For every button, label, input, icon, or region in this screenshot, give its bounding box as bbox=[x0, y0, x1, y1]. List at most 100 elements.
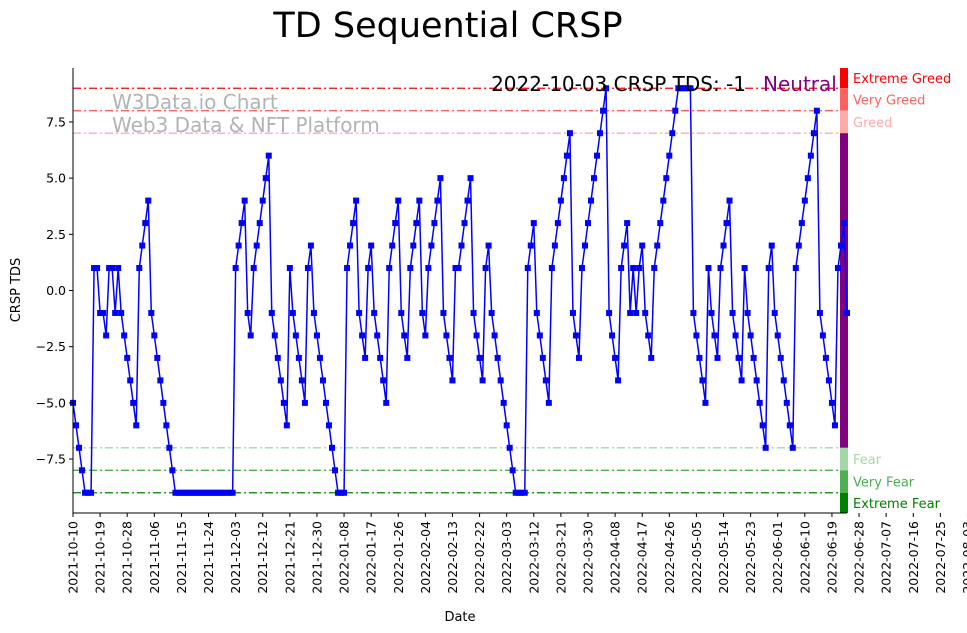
data-point bbox=[313, 332, 320, 339]
data-point bbox=[566, 130, 573, 137]
data-point bbox=[521, 489, 528, 496]
data-point bbox=[181, 489, 188, 496]
data-point bbox=[789, 444, 796, 451]
data-point bbox=[229, 489, 236, 496]
x-tick-label: 2022-05-23 bbox=[743, 521, 758, 594]
data-point bbox=[247, 332, 254, 339]
y-tick-label: 5.0 bbox=[46, 171, 66, 186]
data-point bbox=[591, 175, 598, 182]
data-point bbox=[157, 377, 164, 384]
data-point bbox=[235, 242, 242, 249]
data-point bbox=[202, 489, 209, 496]
data-point bbox=[259, 197, 266, 204]
data-point bbox=[91, 265, 98, 272]
data-point bbox=[325, 422, 332, 429]
data-point bbox=[530, 220, 537, 227]
data-point bbox=[753, 377, 760, 384]
data-point bbox=[606, 309, 613, 316]
data-point bbox=[783, 399, 790, 406]
zone-label-5: Very Fear bbox=[853, 476, 915, 491]
y-tick-label: −2.5 bbox=[36, 339, 66, 354]
x-tick-label: 2022-03-30 bbox=[581, 521, 596, 594]
data-point bbox=[130, 399, 137, 406]
data-point bbox=[187, 489, 194, 496]
data-point bbox=[410, 242, 417, 249]
data-point bbox=[615, 377, 622, 384]
data-point bbox=[479, 377, 486, 384]
data-point bbox=[732, 332, 739, 339]
data-point bbox=[446, 354, 453, 361]
data-point bbox=[651, 265, 658, 272]
data-point bbox=[804, 175, 811, 182]
data-point bbox=[223, 489, 230, 496]
zone-band-3 bbox=[840, 133, 848, 448]
data-point bbox=[518, 489, 525, 496]
data-point bbox=[798, 220, 805, 227]
data-point bbox=[597, 130, 604, 137]
data-point bbox=[560, 175, 567, 182]
x-tick-label: 2022-06-10 bbox=[797, 521, 812, 594]
data-point bbox=[133, 422, 140, 429]
x-tick-label: 2021-12-12 bbox=[255, 521, 270, 594]
data-point bbox=[196, 489, 203, 496]
x-tick-label: 2021-12-21 bbox=[282, 521, 297, 594]
data-point bbox=[76, 444, 83, 451]
data-point bbox=[563, 152, 570, 159]
data-point bbox=[714, 354, 721, 361]
data-point bbox=[554, 220, 561, 227]
data-point bbox=[777, 354, 784, 361]
data-point bbox=[304, 265, 311, 272]
data-point bbox=[741, 265, 748, 272]
data-point bbox=[813, 107, 820, 114]
data-point bbox=[624, 220, 631, 227]
data-point bbox=[476, 354, 483, 361]
data-point bbox=[542, 377, 549, 384]
zone-band-1 bbox=[840, 88, 848, 111]
series-crsp-tds bbox=[70, 85, 850, 496]
data-point bbox=[825, 377, 832, 384]
data-point bbox=[768, 242, 775, 249]
data-point bbox=[322, 399, 329, 406]
data-point bbox=[145, 197, 152, 204]
data-point bbox=[154, 354, 161, 361]
data-point bbox=[491, 332, 498, 339]
data-point bbox=[178, 489, 185, 496]
data-point bbox=[265, 152, 272, 159]
data-point bbox=[774, 332, 781, 339]
data-point bbox=[428, 242, 435, 249]
y-tick-label: −7.5 bbox=[36, 452, 66, 467]
data-point bbox=[100, 309, 107, 316]
data-point bbox=[347, 242, 354, 249]
data-point bbox=[621, 242, 628, 249]
data-point bbox=[310, 309, 317, 316]
data-point bbox=[822, 354, 829, 361]
data-point bbox=[569, 309, 576, 316]
data-point bbox=[512, 489, 519, 496]
data-point bbox=[139, 242, 146, 249]
data-point bbox=[470, 309, 477, 316]
x-tick-label: 2021-11-15 bbox=[174, 521, 189, 594]
data-point bbox=[687, 85, 694, 92]
data-point bbox=[332, 467, 339, 474]
data-point bbox=[735, 354, 742, 361]
x-tick-label: 2022-03-12 bbox=[526, 521, 541, 594]
watermark: W3Data.io Chart Web3 Data & NFT Platform bbox=[112, 90, 380, 137]
data-point bbox=[594, 152, 601, 159]
data-point bbox=[738, 377, 745, 384]
data-point bbox=[485, 242, 492, 249]
data-point bbox=[633, 309, 640, 316]
data-point bbox=[696, 354, 703, 361]
data-point bbox=[97, 309, 104, 316]
data-point bbox=[217, 489, 224, 496]
data-point bbox=[792, 265, 799, 272]
data-point bbox=[434, 197, 441, 204]
data-point bbox=[383, 399, 390, 406]
data-point bbox=[588, 197, 595, 204]
data-point bbox=[115, 265, 122, 272]
data-point bbox=[389, 242, 396, 249]
data-point bbox=[539, 354, 546, 361]
x-tick-label: 2021-11-06 bbox=[147, 521, 162, 594]
data-point bbox=[277, 377, 284, 384]
data-point bbox=[708, 309, 715, 316]
data-point bbox=[73, 422, 80, 429]
